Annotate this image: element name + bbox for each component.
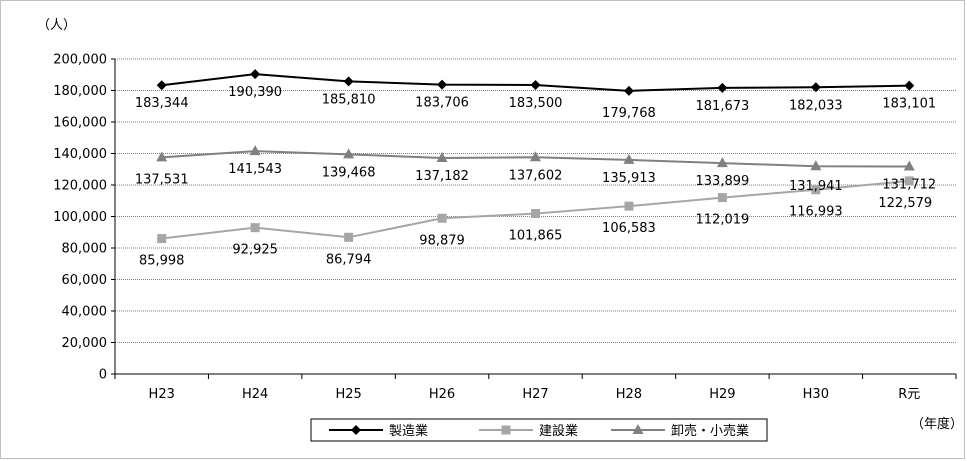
data-point-marker <box>436 151 448 162</box>
data-label: 131,941 <box>789 179 843 194</box>
data-label: 85,998 <box>139 254 185 269</box>
data-label: 137,602 <box>509 168 563 183</box>
data-labels: 183,344 190,390 185,810 183,706 183,500 179,7… <box>135 85 936 268</box>
data-point-marker <box>343 76 354 87</box>
data-point-marker <box>156 80 167 91</box>
legend-swatch-marker <box>351 425 361 435</box>
data-point-marker <box>624 201 634 211</box>
data-point-marker <box>531 209 540 219</box>
data-label: 135,913 <box>602 171 656 186</box>
data-point-marker <box>530 151 541 162</box>
data-point-marker <box>623 153 635 164</box>
y-tick-label: 20,000 <box>62 336 108 351</box>
data-label: 122,579 <box>878 196 932 211</box>
data-label: 106,583 <box>602 221 656 236</box>
data-point-marker <box>904 176 914 186</box>
series-group <box>156 69 915 244</box>
y-tick-label: 60,000 <box>62 273 108 288</box>
data-label: 141,543 <box>228 162 282 177</box>
y-tick-label: 80,000 <box>62 242 108 257</box>
data-label: 137,531 <box>135 172 189 187</box>
data-point-marker <box>437 79 448 90</box>
data-point-marker <box>717 82 728 93</box>
axes <box>111 58 957 379</box>
y-tick-label: 140,000 <box>53 147 107 162</box>
data-label: 183,500 <box>509 96 563 111</box>
x-tick-label: H25 <box>335 387 361 402</box>
data-point-marker <box>903 160 915 171</box>
legend-box <box>310 418 768 442</box>
legend-swatch-marker <box>632 424 644 434</box>
x-tick-label: H29 <box>709 387 735 402</box>
x-tick-label: H27 <box>522 387 548 402</box>
y-tick-label: 0 <box>99 368 107 383</box>
data-point-marker <box>343 148 355 159</box>
y-tick-label: 160,000 <box>53 116 107 131</box>
y-axis-unit-label: （人） <box>37 18 76 33</box>
data-label: 92,925 <box>232 243 278 258</box>
y-tick-label: 100,000 <box>53 210 107 225</box>
y-axis-ticks: 0 20,000 40,000 60,000 80,000 100,000 120,000 1… <box>53 53 107 383</box>
data-point-marker <box>716 157 728 168</box>
data-label: 139,468 <box>322 165 376 180</box>
data-point-marker <box>810 82 821 93</box>
x-axis-ticks: H23 H24 H25 H26 H27 H28 H29 H30 R元 <box>149 387 921 402</box>
data-label: 133,899 <box>696 174 750 189</box>
data-label: 181,673 <box>696 99 750 114</box>
x-tick-label: H23 <box>149 387 175 402</box>
y-tick-label: 200,000 <box>53 53 107 68</box>
data-point-marker <box>811 185 821 195</box>
y-tick-label: 120,000 <box>53 179 107 194</box>
data-point-marker <box>717 193 727 203</box>
y-tick-label: 40,000 <box>62 305 108 320</box>
x-tick-label: R元 <box>898 387 920 402</box>
legend-entry-label: 建設業 <box>539 423 578 439</box>
x-tick-label: H26 <box>429 387 455 402</box>
data-label: 86,794 <box>326 252 372 267</box>
data-label: 131,712 <box>882 178 936 193</box>
x-tick-label: H24 <box>242 387 268 402</box>
data-label: 98,879 <box>419 233 465 248</box>
data-point-marker <box>249 145 261 156</box>
data-label: 183,706 <box>415 96 469 111</box>
y-tick-label: 180,000 <box>53 84 107 99</box>
data-point-marker <box>157 234 167 244</box>
data-label: 112,019 <box>696 213 750 228</box>
data-label: 116,993 <box>789 205 843 220</box>
data-label: 190,390 <box>228 85 282 100</box>
data-point-marker <box>904 80 915 91</box>
data-label: 101,865 <box>509 229 563 244</box>
data-point-marker <box>437 213 447 223</box>
legend-swatch-marker <box>501 425 511 435</box>
legend: 製造業 建設業 卸売・小売業 <box>310 418 768 442</box>
data-label: 179,768 <box>602 106 656 121</box>
data-point-marker <box>156 151 168 162</box>
x-axis-unit-label: （年度） <box>911 416 963 432</box>
x-tick-label: H28 <box>616 387 642 402</box>
legend-entry-label: 卸売・小売業 <box>671 423 749 439</box>
data-point-marker <box>530 79 541 90</box>
data-point-marker <box>250 223 260 233</box>
data-label: 137,182 <box>415 169 469 184</box>
data-label: 185,810 <box>322 92 376 107</box>
data-label: 182,033 <box>789 98 843 113</box>
x-tick-label: H30 <box>803 387 829 402</box>
data-point-marker <box>810 160 822 171</box>
data-point-marker <box>623 85 634 96</box>
legend-entry-label: 製造業 <box>389 423 428 439</box>
data-label: 183,101 <box>882 97 936 112</box>
data-point-marker <box>344 232 354 242</box>
data-point-marker <box>250 69 261 80</box>
data-label: 183,344 <box>135 96 189 111</box>
